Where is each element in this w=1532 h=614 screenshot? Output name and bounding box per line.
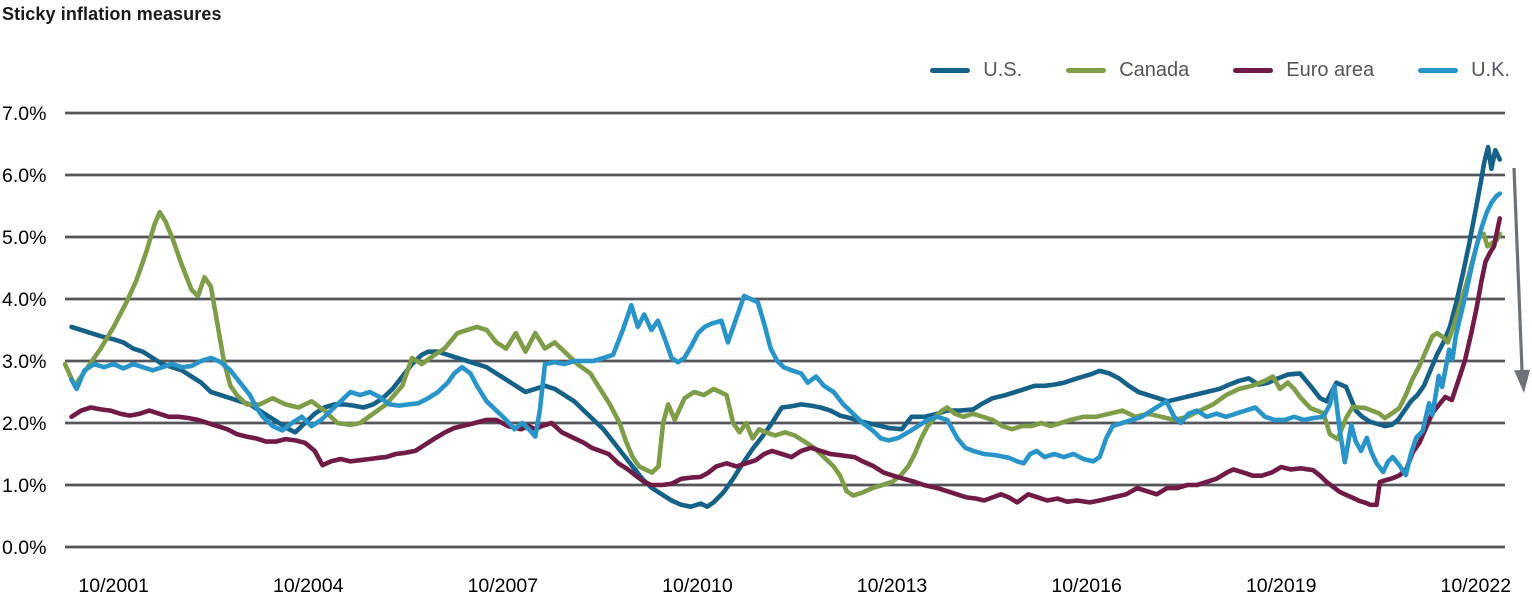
legend-label-euro-area: Euro area [1286,59,1375,81]
legend-item-uk: U.K. [1418,60,1510,80]
euro-area-line-swatch [1233,67,1274,73]
x-axis-label: 10/2001 [78,575,149,597]
us-series-line [69,144,1503,510]
y-axis-label: 0.0% [2,537,46,559]
x-axis-label: 10/2007 [468,575,539,597]
canada-line-swatch [1066,67,1107,73]
chart-title: Sticky inflation measures [2,4,222,24]
x-axis-label: 10/2004 [273,575,344,597]
y-axis-label: 2.0% [2,413,46,435]
y-axis-label: 5.0% [2,227,46,249]
legend-item-us: U.S. [930,60,1022,80]
legend-item-euro-area: Euro area [1233,60,1374,80]
downward-trend-arrow-shaft [1512,167,1524,371]
uk-line-swatch [1418,67,1459,73]
canada-series-line [62,209,1503,498]
legend-item-canada: Canada [1066,60,1189,80]
x-axis-label: 10/2016 [1051,575,1122,597]
chart-legend: U.S. Canada Euro area U.K. [930,60,1510,80]
y-axis-label: 4.0% [2,289,46,311]
legend-label-canada: Canada [1119,59,1190,81]
x-axis-label: 10/2022 [1441,575,1512,597]
downward-trend-arrow-head [1514,369,1530,393]
legend-label-us: U.S. [983,59,1023,81]
x-axis-label: 10/2013 [857,575,928,597]
legend-label-uk: U.K. [1471,59,1510,81]
y-axis-label: 7.0% [2,103,46,125]
euro-area-series-line [69,216,1503,508]
y-axis-label: 1.0% [2,475,46,497]
uk-series-line [69,191,1503,478]
us-line-swatch [930,67,971,73]
x-axis-label: 10/2010 [662,575,733,597]
x-axis-label: 10/2019 [1246,575,1317,597]
y-axis-label: 6.0% [2,165,46,187]
y-axis-label: 3.0% [2,351,46,373]
